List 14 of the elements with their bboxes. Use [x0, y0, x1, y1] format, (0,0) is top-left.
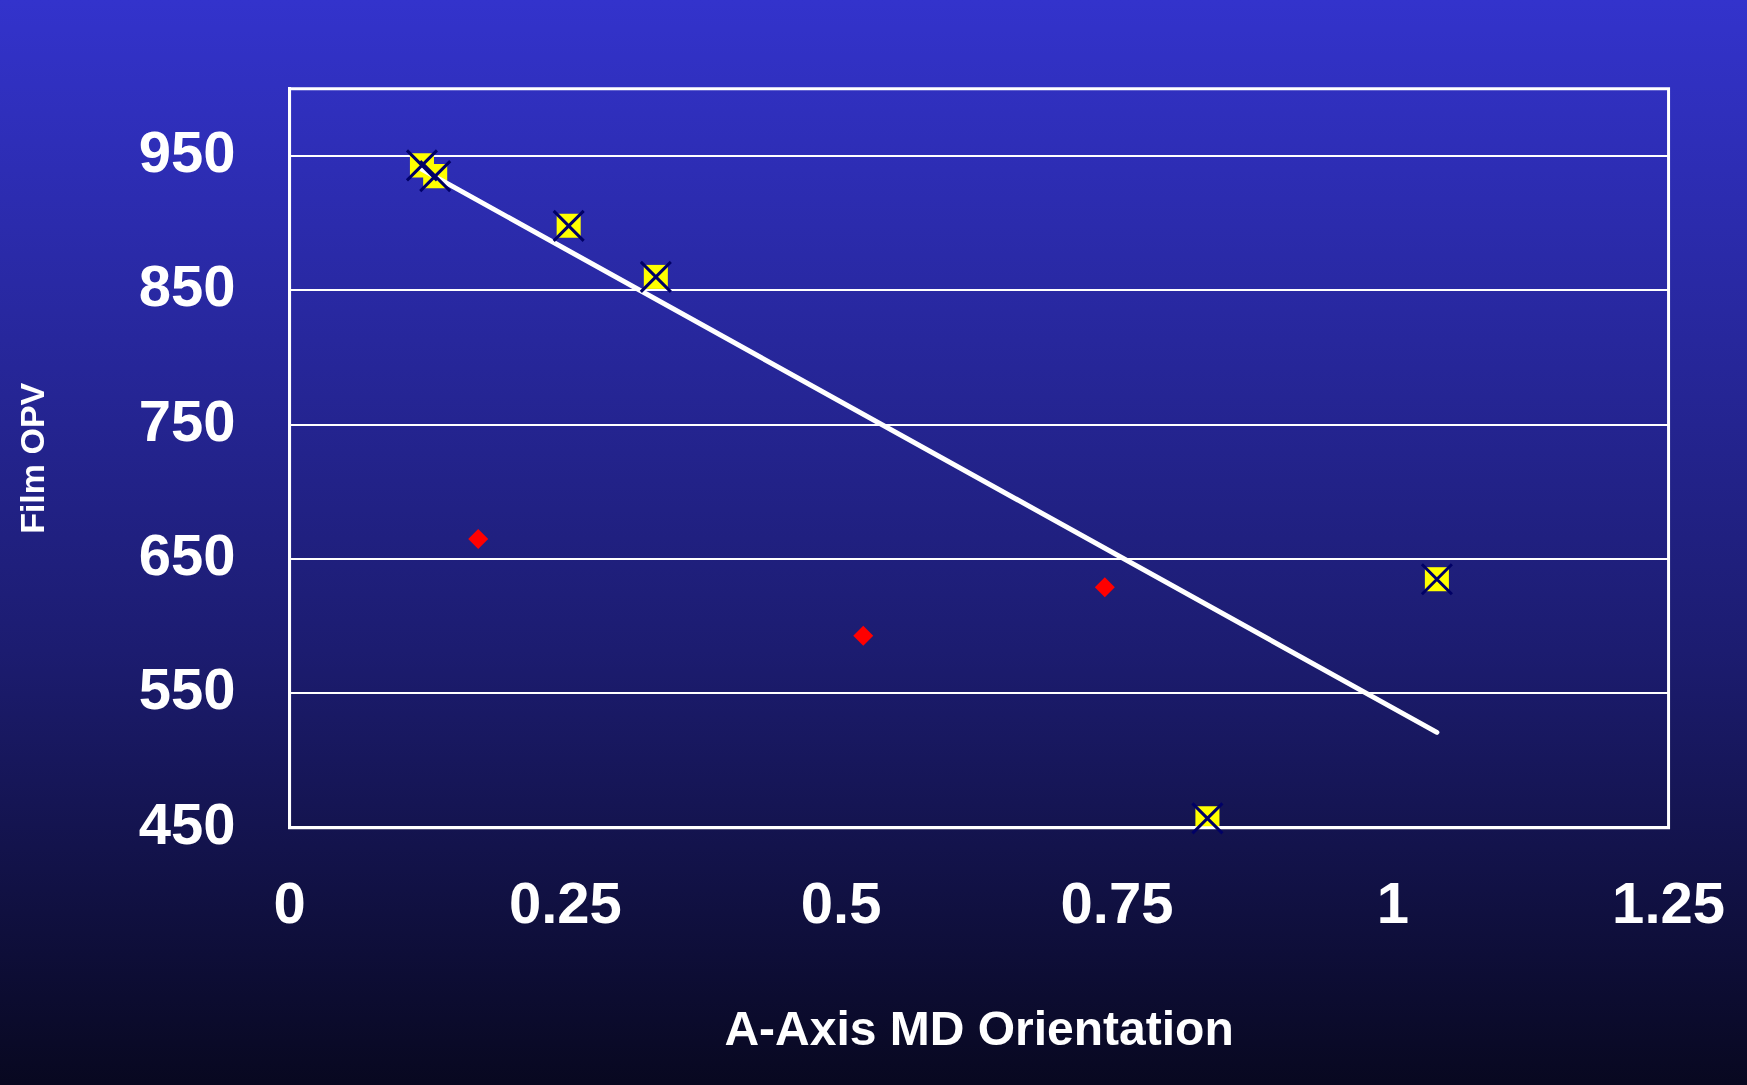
y-tick-label: 450 — [138, 790, 236, 856]
x-axis-title: A-Axis MD Orientation — [724, 1002, 1234, 1056]
y-tick-label: 550 — [138, 656, 236, 722]
x-tick-label: 1.25 — [1612, 869, 1725, 935]
x-tick-label: 0 — [273, 869, 306, 935]
y-tick-label: 950 — [138, 118, 236, 184]
x-tick-label: 0.75 — [1060, 869, 1174, 935]
x-tick-label: 0.25 — [508, 869, 622, 935]
x-tick-label: 1 — [1376, 869, 1409, 935]
y-axis-title: Film OPV — [12, 382, 51, 534]
y-tick-label: 850 — [138, 253, 236, 319]
x-tick-label: 0.5 — [800, 869, 882, 935]
y-tick-label: 750 — [138, 387, 236, 453]
y-tick-label: 650 — [138, 522, 236, 588]
